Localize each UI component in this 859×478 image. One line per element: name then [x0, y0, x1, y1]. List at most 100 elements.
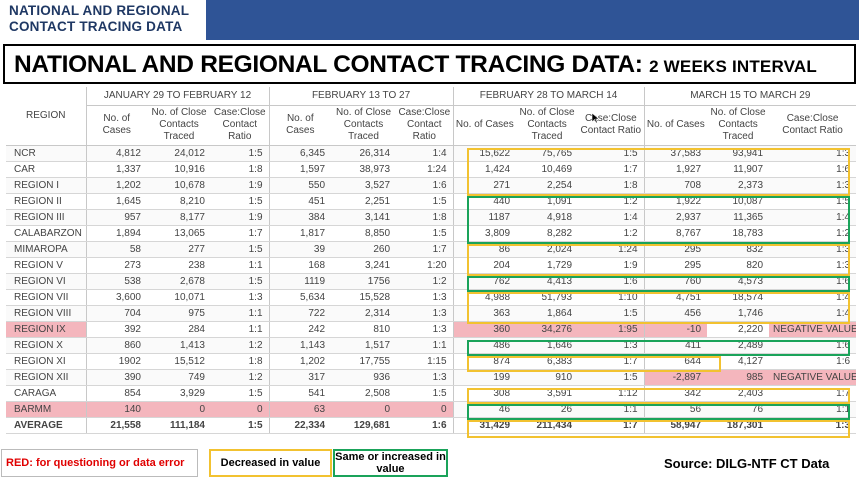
table-cell: 1,646 — [516, 337, 579, 354]
table-cell: 86 — [453, 241, 517, 258]
table-cell: 1:5 — [396, 193, 454, 210]
table-cell: 363 — [453, 305, 517, 322]
table-cell: 0 — [211, 401, 270, 418]
subheader-2-1: No. of Cases — [269, 105, 332, 146]
table-cell: 8,282 — [516, 225, 579, 242]
legend-decreased: Decreased in value — [209, 449, 332, 477]
table-cell: 1:1 — [211, 257, 270, 274]
mouse-cursor-icon — [592, 113, 600, 123]
table-cell: 722 — [269, 305, 332, 322]
table-cell: 440 — [453, 193, 517, 210]
table-cell: 295 — [644, 241, 708, 258]
table-cell: 26,314 — [331, 145, 397, 162]
table-cell: 1:5 — [211, 385, 270, 402]
region-name: CALABARZON — [6, 225, 87, 242]
table-cell: 4,573 — [707, 273, 770, 290]
table-cell: 4,812 — [86, 145, 147, 162]
region-name: REGION VIII — [6, 305, 87, 322]
table-cell: 5,634 — [269, 289, 332, 306]
table-cell: 1,864 — [516, 305, 579, 322]
table-cell: 277 — [147, 241, 211, 258]
region-name: REGION III — [6, 209, 87, 226]
table-cell: 1:2 — [396, 273, 454, 290]
table-cell: 1:4 — [769, 209, 857, 226]
table-cell: 975 — [147, 305, 211, 322]
table-cell: 1:7 — [211, 225, 270, 242]
table-cell: 1:5 — [769, 193, 857, 210]
table-cell: 762 — [453, 273, 517, 290]
table-cell: 874 — [453, 353, 517, 370]
table-cell: 1:1 — [769, 401, 857, 418]
table-cell: 1:2 — [211, 337, 270, 354]
table-row: REGION X 860 1,413 1:2 1,143 1,517 1:1 486 1,646… — [6, 337, 857, 354]
table-cell: 2,314 — [331, 305, 397, 322]
region-name: REGION XII — [6, 369, 87, 386]
table-cell: 1:4 — [769, 305, 857, 322]
table-cell: 392 — [86, 321, 147, 338]
brand-logo: NATIONAL AND REGIONAL CONTACT TRACING DA… — [0, 0, 206, 40]
table-cell: 1756 — [331, 273, 397, 290]
table-cell: 0 — [331, 401, 397, 418]
table-cell: 1,424 — [453, 161, 517, 178]
table-cell: 1:6 — [396, 417, 454, 434]
table-cell: 1:3 — [769, 417, 857, 434]
table-cell: 308 — [453, 385, 517, 402]
table-cell: 1:9 — [211, 209, 270, 226]
table-cell: 832 — [707, 241, 770, 258]
table-cell: -10 — [644, 321, 708, 338]
table-cell: 1:3 — [769, 241, 857, 258]
table-cell: 1,927 — [644, 161, 708, 178]
subheader-4-2: No. of Close Contacts Traced — [707, 105, 770, 146]
table-cell: 1902 — [86, 353, 147, 370]
table-cell: 1:12 — [578, 385, 645, 402]
table-cell: 31,429 — [453, 417, 517, 434]
title-box: NATIONAL AND REGIONAL CONTACT TRACING DA… — [3, 44, 856, 84]
table-row: REGION III 957 8,177 1:9 384 3,141 1:8 1187 4,91… — [6, 209, 857, 226]
region-header: REGION — [6, 87, 87, 146]
table-cell: 854 — [86, 385, 147, 402]
table-cell: 810 — [331, 321, 397, 338]
table-cell: 820 — [707, 257, 770, 274]
table-cell: 58 — [86, 241, 147, 258]
table-cell: 11,365 — [707, 209, 770, 226]
table-cell: 384 — [269, 209, 332, 226]
table-cell: 1:7 — [578, 353, 645, 370]
table-cell: 2,220 — [707, 321, 770, 338]
table-cell: 541 — [269, 385, 332, 402]
table-cell: 1:3 — [396, 369, 454, 386]
table-cell: 1:5 — [578, 369, 645, 386]
table-cell: 24,012 — [147, 145, 211, 162]
table-cell: 2,937 — [644, 209, 708, 226]
table-cell: 13,065 — [147, 225, 211, 242]
table-cell: 8,850 — [331, 225, 397, 242]
table-cell: 1:5 — [578, 145, 645, 162]
table-cell: 8,177 — [147, 209, 211, 226]
table-cell: 11,907 — [707, 161, 770, 178]
page-title: NATIONAL AND REGIONAL CONTACT TRACING DA… — [14, 51, 817, 79]
table-cell: 1:10 — [578, 289, 645, 306]
table-cell: 18,574 — [707, 289, 770, 306]
table-cell: 37,583 — [644, 145, 708, 162]
table-cell: 260 — [331, 241, 397, 258]
table-cell: 1:1 — [578, 401, 645, 418]
average-row: AVERAGE 21,558 111,184 1:5 22,334 129,681 1:6 3… — [6, 417, 857, 434]
subheader-2-2: No. of Close Contacts Traced — [331, 105, 397, 146]
table-cell: 1:6 — [769, 353, 857, 370]
table-cell: 936 — [331, 369, 397, 386]
period-header-3: FEBRUARY 28 TO MARCH 14 — [453, 87, 645, 106]
table-cell: 15,512 — [147, 353, 211, 370]
table-cell: 957 — [86, 209, 147, 226]
table-cell: 46 — [453, 401, 517, 418]
table-cell: 1,817 — [269, 225, 332, 242]
table-cell: 456 — [644, 305, 708, 322]
table-cell: 1:8 — [211, 161, 270, 178]
table-cell: 708 — [644, 177, 708, 194]
table-cell: 2,373 — [707, 177, 770, 194]
table-cell: 56 — [644, 401, 708, 418]
region-name: AVERAGE — [6, 417, 87, 434]
table-cell: 1:5 — [211, 273, 270, 290]
table-cell: 1:8 — [396, 209, 454, 226]
table-cell: 1119 — [269, 273, 332, 290]
subheader-1-3: Case:Close Contact Ratio — [211, 105, 270, 146]
subheader-4-3: Case:Close Contact Ratio — [769, 105, 857, 146]
